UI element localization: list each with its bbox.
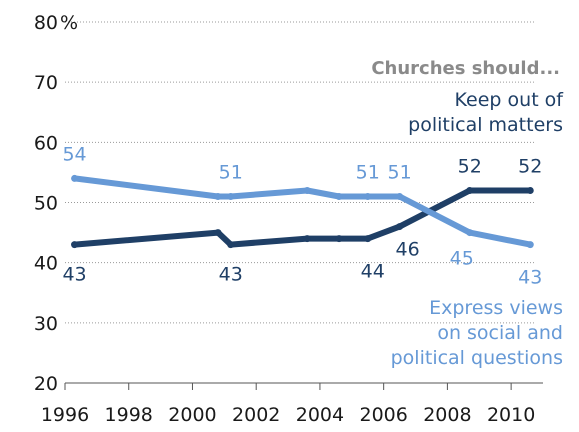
data-point [71, 174, 79, 182]
gridlines [65, 21, 535, 324]
y-tick-label: 80 [34, 12, 58, 34]
y-axis-unit: % [60, 12, 78, 34]
series-lines [71, 174, 534, 249]
x-tick-label: 2004 [296, 404, 344, 426]
data-point [71, 241, 79, 249]
series-name-label: on social and [437, 322, 563, 344]
data-point [526, 186, 534, 194]
y-tick-label: 20 [34, 373, 58, 395]
series-name-label: political matters [408, 114, 563, 136]
data-point [227, 192, 235, 200]
data-point [396, 192, 404, 200]
data-point [335, 235, 343, 243]
series-line-0 [71, 187, 534, 248]
data-labels: 43 43 44 46 52 52 54 51 51 51 45 43 [62, 143, 542, 288]
series-name-label: political questions [391, 347, 563, 369]
x-tick-label: 2002 [232, 404, 280, 426]
x-tick-label: 1996 [41, 404, 89, 426]
chart-heading: Churches should... [371, 58, 560, 79]
data-label: 52 [518, 155, 542, 177]
data-point [526, 241, 534, 249]
data-label: 51 [356, 161, 380, 183]
y-tick-label: 40 [34, 253, 58, 275]
x-tick-label: 2008 [423, 404, 471, 426]
data-label: 51 [219, 161, 243, 183]
data-point [466, 229, 474, 237]
data-label: 43 [62, 264, 86, 286]
x-tick-label: 2006 [359, 404, 407, 426]
data-point [214, 192, 222, 200]
data-point [227, 241, 235, 249]
series-line-1 [71, 175, 534, 248]
data-label: 51 [388, 161, 412, 183]
y-tick-label: 60 [34, 132, 58, 154]
data-point [214, 229, 222, 237]
data-point [364, 235, 372, 243]
x-axis-tick-labels: 1996 1998 2000 2002 2004 2006 2008 2010 [41, 404, 535, 426]
y-tick-label: 30 [34, 313, 58, 335]
data-label: 46 [396, 239, 420, 261]
data-label: 45 [450, 248, 474, 270]
data-label: 43 [219, 264, 243, 286]
x-tick-label: 2000 [168, 404, 216, 426]
series-labels: Keep out of political matters Express view… [391, 89, 565, 369]
x-axis [64, 382, 543, 390]
data-label: 54 [62, 143, 86, 165]
y-tick-label: 70 [34, 72, 58, 94]
data-point [303, 186, 311, 194]
series-name-label: Keep out of [455, 89, 565, 111]
data-point [396, 223, 404, 231]
y-tick-label: 50 [34, 193, 58, 215]
series-name-label: Express views [429, 297, 563, 319]
data-point [303, 235, 311, 243]
data-label: 52 [458, 155, 482, 177]
data-label: 43 [518, 267, 542, 289]
data-point [364, 192, 372, 200]
data-point [466, 186, 474, 194]
data-label: 44 [361, 261, 385, 283]
x-tick-label: 1998 [105, 404, 153, 426]
x-tick-label: 2010 [487, 404, 535, 426]
data-point [335, 192, 343, 200]
y-axis-tick-labels: 20 30 40 50 60 70 80% [34, 12, 78, 395]
